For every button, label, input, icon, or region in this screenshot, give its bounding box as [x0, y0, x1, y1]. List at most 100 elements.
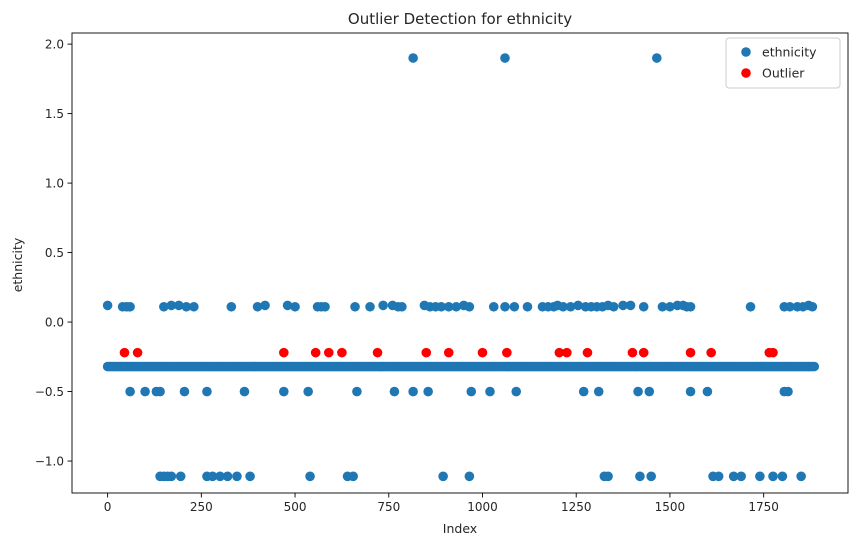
legend-label-outlier: Outlier	[762, 66, 805, 81]
point-outlier	[638, 347, 649, 358]
point-outlier	[562, 347, 572, 358]
point-ethnicity	[652, 53, 662, 63]
point-ethnicity	[608, 301, 619, 312]
point-ethnicity	[558, 301, 568, 312]
point-ethnicity	[603, 471, 613, 482]
point-ethnicity	[625, 300, 636, 311]
point-outlier	[132, 347, 143, 358]
point-ethnicity	[500, 301, 510, 312]
point-outlier	[477, 347, 488, 358]
y-tick-label: 0.5	[45, 246, 64, 260]
x-tick-label: 0	[104, 500, 112, 514]
point-ethnicity	[728, 471, 739, 482]
series-ethnicity	[102, 53, 820, 482]
point-outlier	[627, 347, 638, 358]
point-ethnicity	[522, 301, 533, 312]
x-tick-label: 1000	[467, 500, 498, 514]
point-outlier	[706, 347, 716, 358]
point-outlier	[554, 347, 565, 358]
point-outlier	[279, 347, 289, 358]
point-ethnicity	[352, 386, 362, 397]
x-tick-label: 1500	[655, 500, 686, 514]
chart-title: Outlier Detection for ethnicity	[348, 10, 572, 28]
point-ethnicity	[436, 301, 447, 312]
point-ethnicity	[222, 471, 233, 482]
point-ethnicity	[279, 386, 289, 397]
point-ethnicity	[633, 386, 643, 397]
point-ethnicity	[807, 301, 818, 312]
point-ethnicity	[397, 301, 407, 312]
point-ethnicity	[777, 471, 788, 482]
point-ethnicity	[408, 386, 418, 397]
y-tick-label: 0.0	[45, 315, 64, 329]
point-ethnicity	[181, 301, 192, 312]
point-ethnicity	[189, 301, 199, 312]
point-outlier	[582, 347, 593, 358]
axes: 0 250 500 750 1000 1250 1500 1750 −1.0 −0.5 0.0 0.5…	[35, 32, 849, 514]
point-ethnicity	[438, 471, 448, 482]
x-tick-label: 250	[190, 500, 213, 514]
point-outlier	[768, 347, 778, 358]
point-ethnicity	[713, 471, 724, 482]
point-ethnicity	[500, 53, 510, 63]
point-outlier	[310, 347, 321, 358]
legend-marker-ethnicity	[741, 47, 751, 57]
point-ethnicity	[155, 386, 165, 397]
point-ethnicity	[226, 301, 237, 312]
point-ethnicity	[638, 301, 649, 312]
point-outlier	[337, 347, 347, 358]
point-ethnicity	[565, 301, 576, 312]
y-axis-title: ethnicity	[10, 237, 25, 292]
y-tick-label: 2.0	[45, 37, 64, 51]
point-ethnicity	[125, 301, 135, 312]
legend-label-ethnicity: ethnicity	[762, 45, 817, 60]
point-ethnicity	[809, 361, 820, 372]
point-ethnicity	[207, 471, 218, 482]
point-ethnicity	[365, 301, 375, 312]
point-ethnicity	[618, 300, 628, 311]
y-tick-label: −0.5	[35, 385, 64, 399]
point-ethnicity	[755, 471, 765, 482]
point-ethnicity	[644, 386, 655, 397]
plot-frame	[71, 32, 849, 494]
point-ethnicity	[166, 471, 177, 482]
x-tick-label: 500	[284, 500, 307, 514]
point-ethnicity	[745, 301, 756, 312]
point-outlier	[119, 347, 130, 358]
point-ethnicity	[485, 386, 495, 397]
legend-frame	[725, 37, 841, 89]
point-outlier	[502, 347, 512, 358]
point-ethnicity	[573, 300, 583, 311]
point-ethnicity	[464, 471, 475, 482]
point-ethnicity	[488, 301, 499, 312]
point-ethnicity	[320, 301, 330, 312]
point-ethnicity	[239, 386, 250, 397]
point-ethnicity	[768, 471, 778, 482]
point-ethnicity	[785, 301, 795, 312]
x-tick-label: 1750	[748, 500, 779, 514]
point-ethnicity	[466, 386, 477, 397]
point-ethnicity	[702, 386, 713, 397]
point-ethnicity	[578, 386, 589, 397]
x-axis-title: Index	[443, 521, 477, 536]
point-outlier	[372, 347, 383, 358]
legend-marker-outlier	[741, 68, 751, 78]
x-tick-label: 750	[377, 500, 400, 514]
point-ethnicity	[140, 386, 150, 397]
point-ethnicity	[378, 300, 388, 311]
plot-area	[102, 53, 820, 482]
point-outlier	[421, 347, 432, 358]
point-ethnicity	[260, 300, 270, 311]
point-ethnicity	[464, 301, 475, 312]
point-ethnicity	[443, 301, 454, 312]
point-ethnicity	[389, 386, 400, 397]
point-ethnicity	[783, 386, 793, 397]
point-ethnicity	[408, 53, 418, 63]
point-ethnicity	[685, 386, 696, 397]
point-ethnicity	[159, 301, 169, 312]
point-ethnicity	[657, 301, 668, 312]
point-ethnicity	[232, 471, 242, 482]
point-ethnicity	[202, 386, 212, 397]
